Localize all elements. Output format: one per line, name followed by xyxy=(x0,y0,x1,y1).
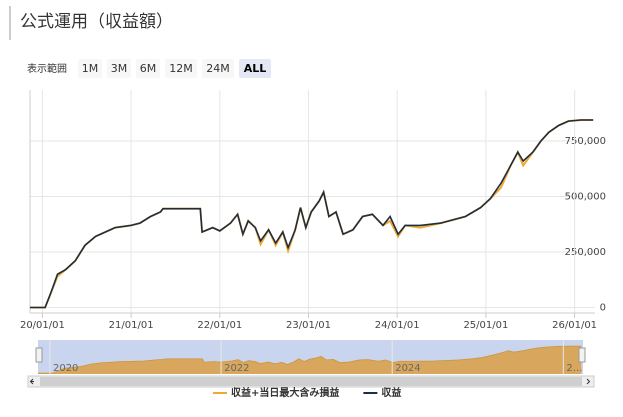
navigator-handle[interactable] xyxy=(578,347,586,363)
series xyxy=(30,119,594,309)
range-button-label[interactable]: 3M xyxy=(111,62,128,75)
range-button[interactable] xyxy=(239,59,271,78)
legend: 収益+当日最大含み損益 収益 xyxy=(213,386,401,399)
range-button-label[interactable]: ALL xyxy=(244,62,267,75)
y-tick-label: 750,000 xyxy=(565,136,606,147)
y-tick-label: 500,000 xyxy=(565,192,606,203)
navigator-area xyxy=(38,346,582,374)
range-buttons: 1M 3M 6M 12M 24M ALL xyxy=(78,59,271,78)
scrollbar-thumb[interactable] xyxy=(40,377,582,386)
navigator: 2020 2022 2024 2… xyxy=(38,340,583,374)
y-tick-label: 250,000 xyxy=(565,247,606,258)
navigator-handle[interactable] xyxy=(35,347,43,363)
navigator-label: 2024 xyxy=(395,363,420,374)
range-button[interactable] xyxy=(107,59,131,78)
grid: 0 250,000 500,000 750,000 20/01/01 21/01/01 22… xyxy=(20,90,606,331)
navigator-label: 2… xyxy=(566,363,582,374)
chart-title: 公式運用（収益額） xyxy=(20,12,173,32)
range-button[interactable] xyxy=(165,59,197,78)
scroll-left[interactable] xyxy=(29,378,35,385)
navigator-label: 2020 xyxy=(53,363,78,374)
x-tick-label: 22/01/01 xyxy=(197,320,242,331)
range-button[interactable] xyxy=(136,59,160,78)
range-label: 表示範囲 xyxy=(27,62,67,75)
scroll-right[interactable] xyxy=(586,378,591,385)
x-tick-label: 23/01/01 xyxy=(286,320,331,331)
x-tick-label: 20/01/01 xyxy=(20,320,65,331)
range-button-label[interactable]: 1M xyxy=(82,62,99,75)
y-tick-label: 0 xyxy=(600,302,606,313)
range-button-label[interactable]: 6M xyxy=(140,62,157,75)
navigator-label: 2022 xyxy=(224,363,249,374)
series-line xyxy=(30,119,594,309)
x-tick-label: 26/01/01 xyxy=(552,320,597,331)
range-button[interactable] xyxy=(202,59,234,78)
legend-label[interactable]: 収益+当日最大含み損益 xyxy=(231,386,339,399)
title-bar xyxy=(9,6,11,40)
x-tick-label: 25/01/01 xyxy=(463,320,508,331)
range-button-label[interactable]: 12M xyxy=(169,62,193,75)
x-tick-label: 24/01/01 xyxy=(375,320,420,331)
plot-area xyxy=(30,90,595,313)
range-button[interactable] xyxy=(78,59,102,78)
x-tick-label: 21/01/01 xyxy=(109,320,154,331)
legend-label[interactable]: 収益 xyxy=(381,386,401,399)
range-button-label[interactable]: 24M xyxy=(206,62,230,75)
